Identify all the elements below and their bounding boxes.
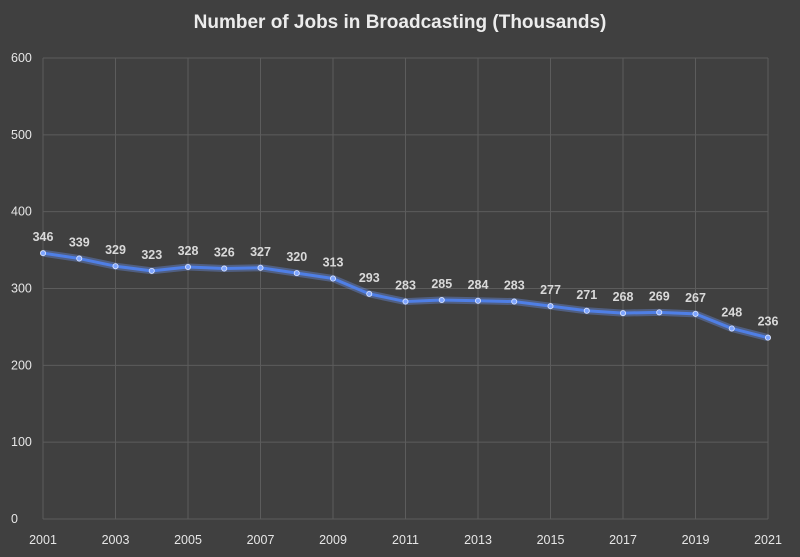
grid bbox=[42, 57, 769, 520]
data-point bbox=[402, 298, 409, 305]
data-point bbox=[184, 263, 191, 270]
data-point bbox=[728, 325, 735, 332]
data-label: 248 bbox=[721, 305, 742, 319]
data-point bbox=[438, 297, 445, 304]
y-tick-label: 400 bbox=[11, 205, 32, 219]
data-point bbox=[620, 310, 627, 317]
data-point bbox=[40, 250, 47, 257]
data-labels: 346 339 329 323 328 326 327 320 313 293 283 285 284 2… bbox=[33, 230, 779, 329]
data-point bbox=[329, 275, 336, 282]
data-label: 283 bbox=[504, 279, 525, 293]
data-point bbox=[474, 297, 481, 304]
data-point bbox=[366, 290, 373, 297]
data-label: 271 bbox=[576, 288, 597, 302]
data-label: 267 bbox=[685, 291, 706, 305]
x-tick-label: 2003 bbox=[102, 533, 130, 547]
data-label: 269 bbox=[649, 289, 670, 303]
data-label: 283 bbox=[395, 279, 416, 293]
x-tick-label: 2001 bbox=[29, 533, 57, 547]
x-tick-label: 2011 bbox=[392, 533, 419, 547]
x-tick-label: 2019 bbox=[682, 533, 710, 547]
data-label: 284 bbox=[468, 278, 489, 292]
data-label: 313 bbox=[323, 256, 344, 270]
y-tick-label: 0 bbox=[11, 512, 18, 526]
x-tick-label: 2021 bbox=[754, 533, 782, 547]
data-label: 329 bbox=[105, 243, 126, 257]
data-point bbox=[547, 303, 554, 310]
data-point bbox=[112, 263, 119, 270]
chart-title: Number of Jobs in Broadcasting (Thousand… bbox=[193, 12, 607, 33]
data-label: 346 bbox=[33, 230, 54, 244]
data-point bbox=[257, 264, 264, 271]
data-label: 268 bbox=[613, 290, 634, 304]
x-tick-label: 2015 bbox=[537, 533, 565, 547]
data-label: 320 bbox=[286, 250, 307, 264]
data-point bbox=[656, 309, 663, 316]
x-tick-label: 2013 bbox=[464, 533, 492, 547]
data-point bbox=[511, 298, 518, 305]
y-tick-label: 200 bbox=[11, 358, 32, 372]
series-layer bbox=[40, 249, 772, 342]
data-label: 277 bbox=[540, 283, 561, 297]
data-label: 327 bbox=[250, 245, 271, 259]
x-tick-label: 2009 bbox=[319, 533, 347, 547]
data-point bbox=[583, 307, 590, 314]
data-point bbox=[221, 265, 228, 272]
data-label: 323 bbox=[141, 248, 162, 262]
data-point bbox=[765, 334, 772, 341]
data-label: 328 bbox=[178, 244, 199, 258]
y-tick-label: 600 bbox=[11, 51, 32, 65]
data-label: 326 bbox=[214, 246, 235, 260]
data-point bbox=[148, 267, 155, 274]
data-label: 285 bbox=[431, 277, 452, 291]
data-point bbox=[692, 310, 699, 317]
data-label: 293 bbox=[359, 271, 380, 285]
data-point bbox=[76, 255, 83, 262]
y-tick-label: 100 bbox=[11, 435, 32, 449]
axis-labels: 0 100 200 300 400 500 600 2001 2003 2005 2007 2009 2… bbox=[11, 51, 782, 547]
x-tick-label: 2017 bbox=[609, 533, 637, 547]
y-tick-label: 500 bbox=[11, 128, 32, 142]
x-tick-label: 2007 bbox=[247, 533, 275, 547]
data-label: 236 bbox=[758, 315, 779, 329]
x-tick-label: 2005 bbox=[174, 533, 202, 547]
data-point bbox=[293, 270, 300, 277]
data-label: 339 bbox=[69, 236, 90, 250]
y-tick-label: 300 bbox=[11, 282, 32, 296]
